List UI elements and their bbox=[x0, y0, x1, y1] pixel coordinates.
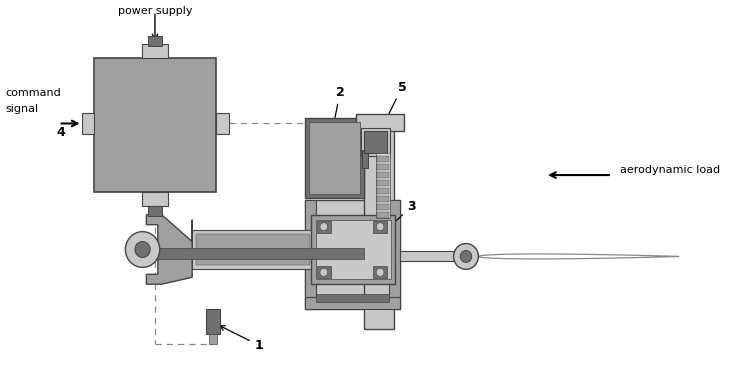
Circle shape bbox=[320, 268, 328, 276]
Bar bbox=[142, 44, 168, 58]
Bar bbox=[377, 172, 388, 178]
Bar bbox=[83, 113, 94, 134]
Text: 4: 4 bbox=[56, 126, 65, 139]
Bar bbox=[361, 128, 390, 156]
Bar bbox=[135, 247, 364, 259]
Text: command: command bbox=[5, 88, 61, 98]
Circle shape bbox=[320, 223, 328, 230]
Bar bbox=[377, 153, 390, 218]
Bar bbox=[142, 192, 168, 206]
Text: 2: 2 bbox=[330, 86, 344, 136]
Text: 1: 1 bbox=[220, 326, 263, 352]
Circle shape bbox=[377, 268, 384, 276]
Circle shape bbox=[460, 251, 472, 262]
Circle shape bbox=[377, 223, 384, 230]
Bar bbox=[400, 251, 459, 261]
Bar bbox=[377, 196, 388, 202]
Circle shape bbox=[125, 232, 160, 268]
Bar bbox=[317, 266, 330, 278]
Bar bbox=[377, 212, 388, 218]
Bar bbox=[316, 220, 391, 279]
Bar bbox=[309, 123, 360, 194]
Bar bbox=[388, 200, 400, 309]
Bar bbox=[305, 297, 400, 309]
Bar bbox=[374, 266, 387, 278]
Bar bbox=[364, 131, 387, 153]
Circle shape bbox=[135, 241, 150, 257]
Bar bbox=[356, 113, 404, 131]
Bar bbox=[312, 215, 395, 284]
Bar bbox=[377, 204, 388, 210]
Text: 5: 5 bbox=[380, 81, 406, 132]
Bar bbox=[148, 206, 161, 216]
Bar bbox=[377, 180, 388, 186]
Text: signal: signal bbox=[5, 103, 38, 114]
Bar bbox=[377, 156, 388, 162]
Bar bbox=[94, 58, 216, 192]
Bar bbox=[316, 294, 388, 302]
Bar bbox=[305, 119, 364, 198]
Bar bbox=[377, 164, 388, 170]
Text: aerodynamic load: aerodynamic load bbox=[620, 165, 720, 175]
Bar bbox=[374, 221, 387, 233]
Bar bbox=[305, 200, 400, 309]
Bar bbox=[196, 234, 310, 265]
Bar bbox=[362, 150, 368, 168]
Bar bbox=[206, 309, 220, 334]
Bar bbox=[377, 188, 388, 194]
Bar bbox=[305, 200, 316, 309]
Text: 3: 3 bbox=[381, 200, 416, 235]
Text: power supply: power supply bbox=[118, 6, 192, 17]
Bar bbox=[192, 230, 314, 269]
Bar bbox=[317, 221, 330, 233]
Bar bbox=[364, 116, 394, 329]
Bar bbox=[209, 334, 217, 344]
Bar bbox=[216, 113, 229, 134]
Bar bbox=[148, 36, 161, 46]
Polygon shape bbox=[147, 215, 192, 284]
Circle shape bbox=[453, 244, 478, 269]
